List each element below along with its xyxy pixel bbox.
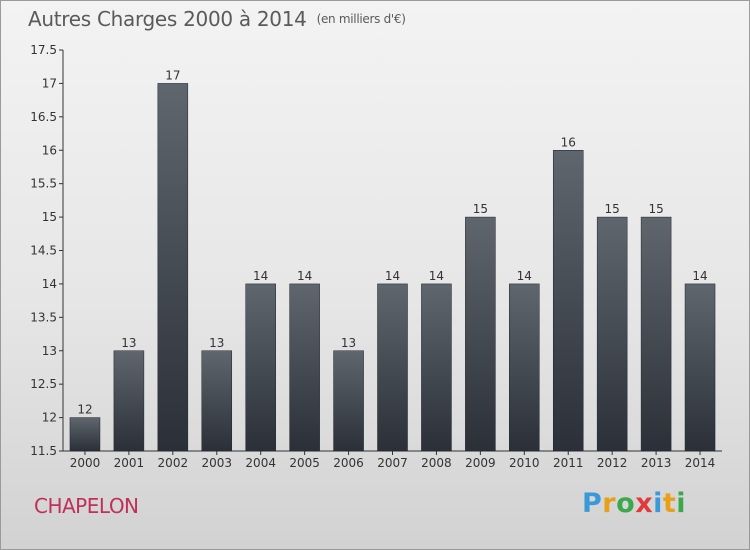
bar-value-label: 14 — [429, 269, 444, 283]
bar-value-label: 16 — [561, 135, 576, 149]
x-tick-label: 2007 — [377, 456, 408, 470]
x-tick-label: 2002 — [158, 456, 189, 470]
chart-title-text: Autres Charges 2000 à 2014 — [28, 7, 307, 31]
bar-value-label: 15 — [648, 202, 663, 216]
commune-name: CHAPELON — [34, 494, 139, 518]
bar — [421, 283, 452, 452]
y-tick-label: 14.5 — [30, 244, 57, 258]
y-tick-label: 13.5 — [30, 310, 57, 324]
logo-letter: P — [582, 488, 603, 519]
y-tick-label: 16.5 — [30, 110, 57, 124]
y-tick-label: 17.5 — [30, 43, 57, 57]
bar-value-label: 13 — [341, 336, 356, 350]
x-tick-label: 2004 — [245, 456, 276, 470]
bars: 12 13 17 13 14 14 13 14 14 15 14 16 15 15 14 — [69, 68, 716, 452]
logo-letter: i — [676, 488, 687, 519]
x-tick-label: 2009 — [465, 456, 496, 470]
x-tick-label: 2013 — [641, 456, 672, 470]
x-tick-label: 2011 — [553, 456, 584, 470]
bar-value-label: 15 — [473, 202, 488, 216]
chart-unit: (en milliers d'€) — [316, 12, 406, 26]
y-tick-label: 15 — [42, 210, 57, 224]
bar-value-label: 17 — [165, 68, 180, 82]
bar — [157, 83, 189, 452]
y-tick-label: 16 — [42, 143, 57, 157]
bar — [640, 216, 672, 452]
y-tick-label: 17 — [42, 76, 57, 90]
x-tick-label: 2008 — [421, 456, 452, 470]
logo-letter: x — [635, 488, 654, 519]
x-tick-label: 2003 — [201, 456, 232, 470]
bar — [245, 283, 276, 452]
bar — [69, 417, 101, 452]
bar-value-label: 13 — [209, 336, 224, 350]
bar — [684, 283, 716, 452]
y-tick-label: 15.5 — [30, 177, 57, 191]
logo-letter: t — [662, 488, 677, 519]
bar-value-label: 15 — [605, 202, 620, 216]
bar — [377, 283, 408, 452]
y-tick-label: 14 — [42, 277, 57, 291]
bar — [201, 350, 233, 452]
x-tick-label: 2001 — [114, 456, 145, 470]
bar — [509, 283, 540, 452]
bar-value-label: 13 — [121, 336, 136, 350]
chart-title: Autres Charges 2000 à 2014 (en milliers d… — [28, 7, 406, 31]
x-tick-label: 2000 — [70, 456, 101, 470]
x-tick-label: 2014 — [685, 456, 716, 470]
bar-value-label: 14 — [385, 269, 400, 283]
bar — [465, 216, 496, 452]
y-tick-label: 11.5 — [30, 444, 57, 458]
bar — [113, 350, 145, 452]
y-tick-label: 13 — [42, 344, 57, 358]
y-tick-label: 12.5 — [30, 377, 57, 391]
bar — [289, 283, 320, 452]
logo-letter: r — [602, 488, 617, 519]
bar — [333, 350, 364, 452]
proxiti-logo[interactable]: Proxiti — [582, 488, 686, 519]
logo-letter: o — [616, 488, 636, 519]
bar-value-label: 12 — [77, 403, 92, 417]
x-tick-label: 2010 — [509, 456, 540, 470]
x-tick-label: 2005 — [289, 456, 320, 470]
x-tick-label: 2006 — [333, 456, 364, 470]
bar-value-label: 14 — [692, 269, 707, 283]
bar-value-label: 14 — [297, 269, 312, 283]
bar — [552, 150, 584, 452]
logo-letter: i — [653, 488, 663, 519]
bar-value-label: 14 — [517, 269, 532, 283]
y-tick-label: 12 — [42, 411, 57, 425]
bar-value-label: 14 — [253, 269, 268, 283]
bar — [596, 216, 628, 452]
x-tick-label: 2012 — [597, 456, 628, 470]
